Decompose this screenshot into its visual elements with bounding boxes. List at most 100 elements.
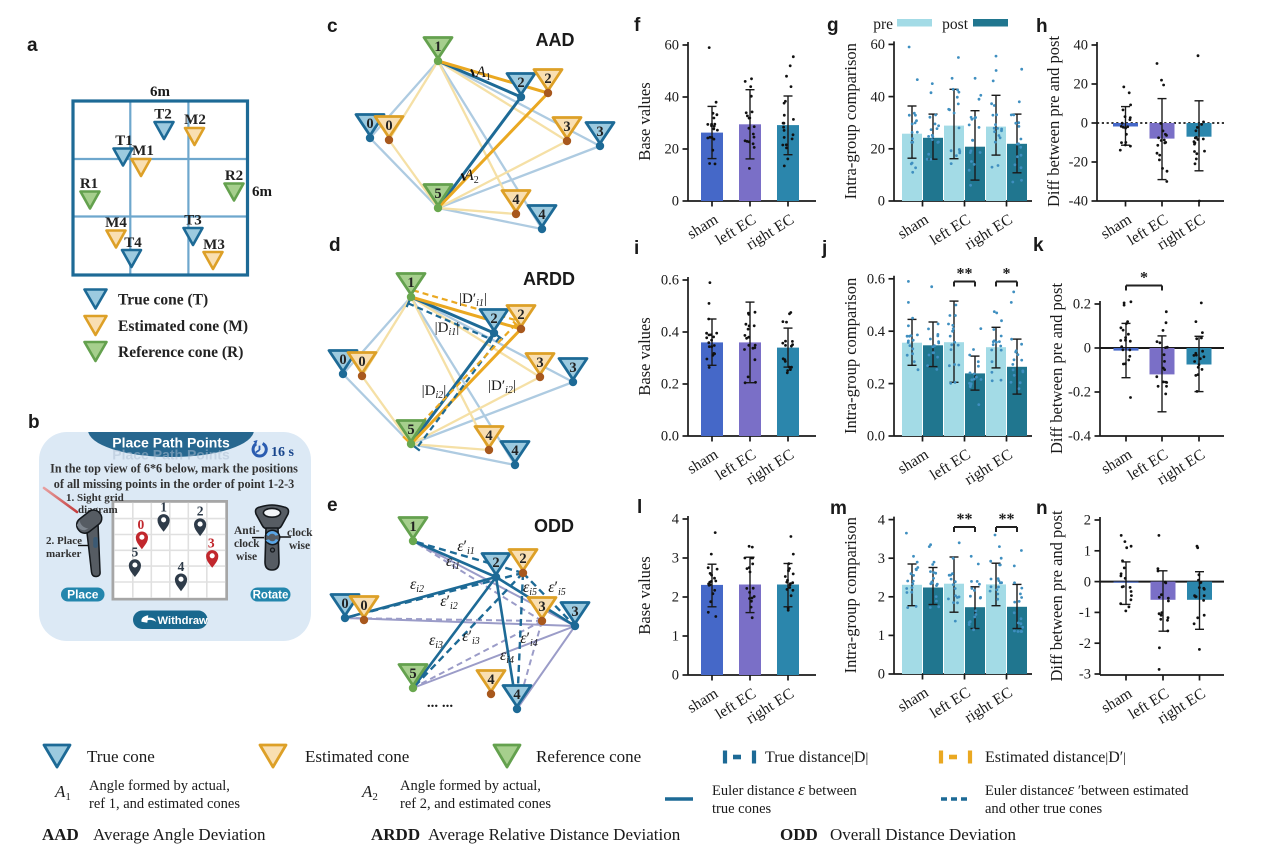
svg-text:True cone (T): True cone (T) [118, 292, 208, 309]
svg-text:Base values: Base values [635, 556, 654, 634]
svg-text:**: ** [957, 266, 973, 283]
svg-text:2: 2 [492, 555, 499, 571]
svg-text:Base values: Base values [635, 317, 654, 395]
svg-text:2: 2 [878, 590, 885, 606]
svg-text:2: 2 [517, 307, 524, 323]
svg-text:3: 3 [563, 119, 570, 135]
svg-text:Withdraw: Withdraw [158, 615, 209, 627]
svg-text:b: b [28, 412, 40, 433]
svg-text:0.4: 0.4 [867, 324, 886, 340]
svg-text:R1: R1 [80, 176, 98, 192]
svg-text:0: 0 [878, 667, 885, 683]
svg-text:0.6: 0.6 [867, 272, 885, 288]
svg-text:εi2: εi2 [410, 576, 424, 595]
svg-text:AAD: AAD [42, 825, 79, 844]
svg-text:Estimated distance|D′|: Estimated distance|D′| [985, 749, 1126, 766]
svg-text:**: ** [999, 511, 1015, 528]
svg-text:3: 3 [569, 360, 576, 376]
svg-text:f: f [634, 15, 641, 36]
svg-text:εi5: εi5 [523, 579, 537, 598]
svg-text:0: 0 [360, 598, 367, 614]
svg-text:4: 4 [672, 512, 680, 528]
svg-text:4: 4 [878, 512, 886, 528]
svg-text:4: 4 [538, 207, 545, 223]
svg-text:*: * [1003, 266, 1011, 283]
svg-text:2: 2 [197, 504, 204, 519]
svg-text:2: 2 [490, 311, 497, 327]
svg-text:A2: A2 [361, 782, 378, 803]
svg-text:M1: M1 [132, 143, 154, 159]
svg-text:Average Relative Distance Devi: Average Relative Distance Deviation [428, 825, 681, 844]
svg-text:Anti-: Anti- [234, 525, 260, 537]
svg-text:5: 5 [132, 545, 139, 560]
svg-text:Intra-group comparison: Intra-group comparison [841, 43, 860, 199]
svg-text:h: h [1036, 16, 1048, 37]
svg-text:**: ** [957, 511, 973, 528]
svg-text:Angle formed by actual,: Angle formed by actual, [400, 778, 541, 794]
svg-text:Place Path Points: Place Path Points [112, 447, 230, 463]
svg-text:A1: A1 [54, 782, 71, 803]
svg-text:6m: 6m [252, 184, 273, 200]
svg-text:20: 20 [665, 142, 680, 158]
svg-text:3: 3 [672, 551, 679, 567]
svg-text:2: 2 [1084, 513, 1091, 529]
svg-text:εi3: εi3 [429, 632, 443, 651]
svg-text:clock: clock [234, 538, 260, 550]
svg-text:T3: T3 [184, 213, 202, 229]
svg-text:M2: M2 [184, 112, 206, 128]
svg-text:2: 2 [519, 551, 526, 567]
svg-text:60: 60 [665, 38, 680, 54]
svg-text:1: 1 [409, 519, 416, 535]
svg-text:0: 0 [878, 194, 885, 210]
svg-text:post: post [942, 16, 969, 33]
svg-text:true cones: true cones [712, 801, 772, 817]
svg-text:2. Place: 2. Place [46, 535, 82, 547]
svg-text:Intra-group comparison: Intra-group comparison [841, 517, 860, 673]
svg-text:Average Angle Deviation: Average Angle Deviation [93, 825, 266, 844]
svg-text:i: i [634, 238, 639, 259]
svg-text:clock: clock [287, 527, 313, 539]
svg-text:|Di2|: |Di2| [422, 383, 447, 401]
svg-text:2: 2 [544, 71, 551, 87]
svg-text:ARDD: ARDD [371, 825, 420, 844]
svg-text:m: m [830, 498, 847, 519]
svg-text:ref 1, and estimated cones: ref 1, and estimated cones [89, 796, 240, 812]
svg-text:0.2: 0.2 [661, 377, 679, 393]
svg-text:40: 40 [665, 90, 680, 106]
svg-text:and other true cones: and other true cones [985, 801, 1103, 817]
svg-text:wise: wise [289, 540, 310, 552]
svg-text:0: 0 [1081, 116, 1088, 132]
svg-text:ref 2, and estimated cones: ref 2, and estimated cones [400, 796, 551, 812]
svg-text:0.0: 0.0 [661, 429, 679, 445]
svg-text:*: * [1140, 270, 1148, 287]
svg-text:Place Path Points: Place Path Points [112, 435, 230, 451]
svg-text:Reference cone: Reference cone [536, 747, 641, 766]
svg-text:Estimated cone (M): Estimated cone (M) [118, 318, 248, 335]
svg-text:5: 5 [434, 186, 441, 202]
svg-text:εi4: εi4 [500, 647, 514, 666]
svg-text:1: 1 [878, 628, 885, 644]
svg-text:60: 60 [871, 37, 886, 53]
svg-text:0.4: 0.4 [661, 325, 680, 341]
svg-text:1: 1 [407, 275, 414, 291]
svg-text:A2: A2 [463, 167, 479, 186]
svg-text:Base values: Base values [635, 82, 654, 160]
svg-text:1: 1 [160, 499, 167, 514]
svg-text:of all missing points in the o: of all missing points in the order of po… [54, 477, 295, 491]
svg-text:40: 40 [1074, 38, 1089, 54]
svg-text:0.2: 0.2 [1073, 297, 1091, 313]
svg-text:4: 4 [487, 672, 494, 688]
svg-text:Reference cone (R): Reference cone (R) [118, 344, 243, 361]
svg-text:-0.4: -0.4 [1068, 429, 1092, 445]
svg-text:-3: -3 [1079, 667, 1091, 683]
svg-text:4: 4 [512, 192, 519, 208]
svg-text:0: 0 [339, 352, 346, 368]
svg-text:Euler distanceε ′between estim: Euler distanceε ′between estimated [985, 780, 1189, 799]
svg-text:... ...: ... ... [427, 695, 454, 711]
svg-text:4: 4 [511, 443, 518, 459]
svg-text:20: 20 [1074, 77, 1089, 93]
svg-text:1: 1 [434, 39, 441, 55]
svg-text:j: j [821, 238, 827, 259]
svg-text:6m: 6m [150, 84, 171, 100]
svg-text:a: a [27, 35, 38, 56]
